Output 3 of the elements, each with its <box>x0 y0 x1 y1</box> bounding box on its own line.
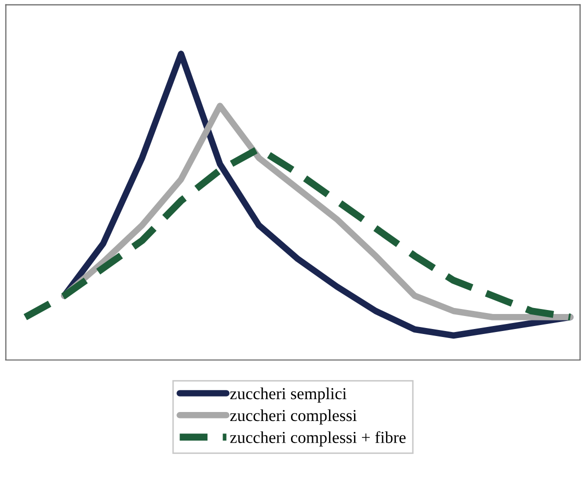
legend-label: zuccheri complessi <box>230 409 357 425</box>
legend-label: zuccheri semplici <box>230 388 346 403</box>
legend-label: zuccheri complessi + fibre <box>230 431 406 446</box>
